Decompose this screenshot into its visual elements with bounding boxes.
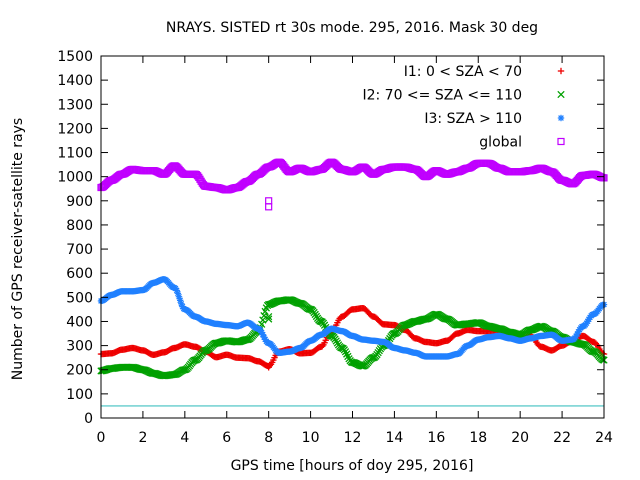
y-tick-label: 800: [66, 218, 93, 234]
x-axis-label: GPS time [hours of doy 295, 2016]: [231, 458, 474, 474]
legend: I1: 0 < SZA < 70 I2: 70 <= SZA <= 110 I3: …: [362, 64, 565, 151]
y-tick-label: 1400: [57, 73, 93, 89]
x-tick-label: 18: [469, 430, 487, 446]
y-tick-label: 600: [66, 266, 93, 282]
legend-label: global: [479, 135, 522, 151]
outlier-point: [265, 197, 273, 205]
series-i3-sza-110: [97, 276, 608, 360]
data-point: [259, 316, 267, 324]
x-tick-label: 20: [511, 430, 529, 446]
y-tick-label: 0: [84, 411, 93, 427]
axes: 0100200300400500600700800900100011001200…: [57, 49, 613, 446]
x-tick-label: 6: [222, 430, 231, 446]
y-tick-label: 1200: [57, 121, 93, 137]
outlier-point: [265, 364, 272, 371]
legend-marker: [557, 90, 565, 99]
data-point: [319, 343, 326, 350]
y-tick-label: 1000: [57, 170, 93, 186]
legend-marker: [557, 137, 565, 146]
series-global: [97, 158, 608, 194]
data-point: [305, 305, 314, 313]
x-tick-label: 12: [344, 430, 362, 446]
y-tick-label: 700: [66, 242, 93, 258]
outlier-point: [265, 312, 273, 321]
y-tick-label: 900: [66, 194, 93, 210]
x-tick-label: 0: [97, 430, 106, 446]
y-tick-label: 500: [66, 290, 93, 306]
series-layer: [97, 158, 608, 380]
x-tick-label: 4: [180, 430, 189, 446]
chart-title: NRAYS. SISTED rt 30s mode. 295, 2016. Ma…: [166, 20, 538, 36]
outliers: [265, 197, 273, 371]
x-tick-label: 10: [302, 430, 320, 446]
x-tick-label: 16: [427, 430, 445, 446]
y-tick-label: 1300: [57, 97, 93, 113]
legend-marker: [557, 67, 565, 75]
legend-label: I3: SZA > 110: [424, 111, 522, 127]
x-tick-label: 2: [138, 430, 147, 446]
x-tick-label: 8: [264, 430, 273, 446]
y-tick-label: 100: [66, 387, 93, 403]
y-tick-label: 300: [66, 339, 93, 355]
y-tick-label: 1500: [57, 49, 93, 65]
y-tick-label: 200: [66, 363, 93, 379]
x-tick-label: 14: [386, 430, 404, 446]
legend-label: I2: 70 <= SZA <= 110: [362, 88, 522, 104]
y-axis-label: Number of GPS receiver-satellite rays: [10, 118, 26, 380]
y-tick-label: 1100: [57, 146, 93, 162]
x-tick-label: 24: [595, 430, 613, 446]
outlier-point: [265, 315, 273, 323]
series-i2-70-sza-110: [97, 296, 608, 380]
legend-marker: [557, 114, 565, 122]
legend-label: I1: 0 < SZA < 70: [404, 64, 522, 80]
y-tick-label: 400: [66, 314, 93, 330]
x-tick-label: 22: [553, 430, 571, 446]
